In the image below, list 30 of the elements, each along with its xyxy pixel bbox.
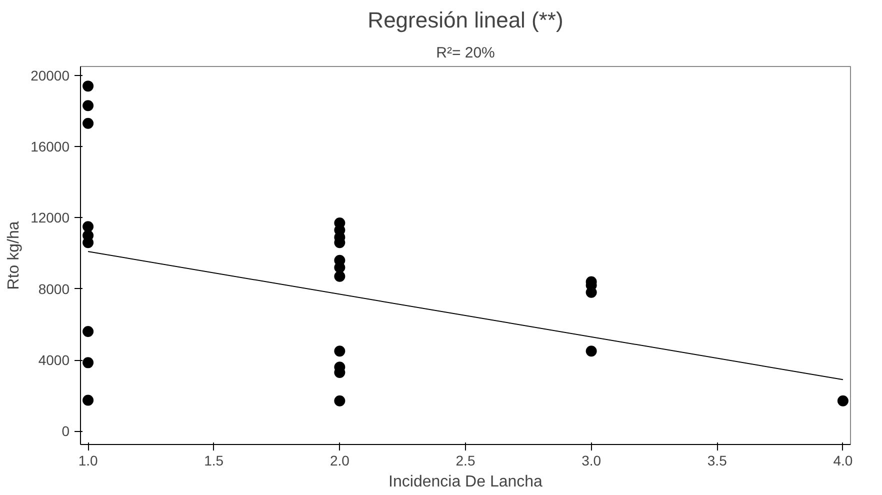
point	[586, 346, 597, 357]
y-axis-title: Rto kg/ha	[6, 221, 23, 290]
chart-title: Regresión lineal (**)	[368, 8, 564, 32]
x-axis-title: Incidencia De Lancha	[388, 474, 543, 490]
point	[82, 394, 94, 406]
point	[82, 357, 94, 368]
point	[334, 270, 346, 282]
x-tick-label: 2.5	[456, 452, 476, 468]
point	[837, 395, 848, 406]
y-tick-label: 4000	[38, 352, 70, 368]
point	[334, 395, 346, 406]
y-tick-label: 0	[62, 423, 70, 440]
x-tick-label: 3.0	[582, 452, 602, 468]
point	[82, 100, 94, 112]
point	[82, 80, 94, 92]
y-tick-label: 8000	[38, 280, 70, 297]
x-tick-label: 3.5	[707, 452, 728, 468]
y-tick-label: 20000	[30, 67, 70, 84]
point	[82, 326, 94, 338]
y-tick-label: 12000	[30, 210, 70, 226]
x-tick-label: 2.0	[330, 452, 350, 468]
x-tick-label: 4.0	[833, 452, 853, 468]
point	[334, 346, 346, 357]
y-tick-label: 16000	[30, 138, 70, 155]
point	[334, 262, 346, 273]
x-tick-label: 1.0	[78, 452, 98, 468]
x-tick-label: 1.5	[204, 452, 224, 468]
point	[82, 221, 94, 232]
point	[82, 118, 94, 129]
chart-subtitle: R²= 20%	[436, 44, 495, 62]
